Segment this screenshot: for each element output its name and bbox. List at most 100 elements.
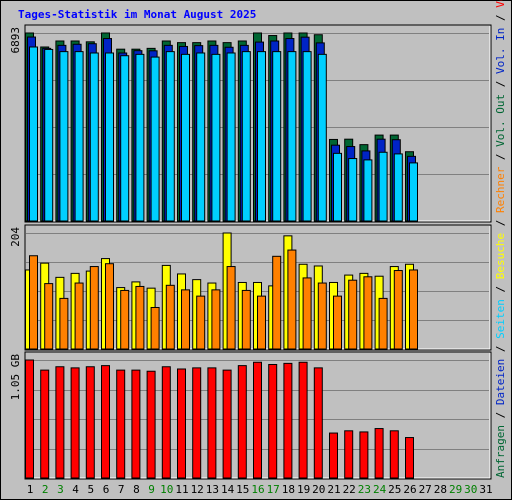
legend-entry: Volumen [494,0,507,8]
bar-rechner [135,285,145,350]
x-tick-label: 21 [327,483,340,496]
x-tick-label: 20 [312,483,325,496]
bar-volumen [344,430,354,479]
bar-rechner [89,266,99,350]
x-tick-label: 9 [148,483,155,496]
x-tick-label: 5 [87,483,94,496]
bar-rechner [302,277,312,350]
bar-rechner [287,249,297,350]
bar-volumen [237,365,247,479]
bar-rechner [150,306,160,350]
x-tick-label: 18 [282,483,295,496]
legend-entry: / [494,8,507,28]
legend-entry: Vol. In [494,28,507,74]
x-tick-label: 11 [175,483,188,496]
bar-seiten [348,158,358,222]
bar-seiten [272,51,282,222]
bar-volumen [283,362,293,479]
bar-seiten [317,53,327,222]
bar-rechner [257,295,266,350]
x-tick-label: 28 [434,483,447,496]
x-tick-label: 27 [419,483,432,496]
legend-entry: Dateien [494,359,507,405]
x-tick-label: 6 [103,483,110,496]
bar-volumen [192,367,202,479]
bar-volumen [313,367,323,479]
bar-seiten [150,56,160,222]
bar-seiten [74,51,84,222]
bar-volumen [101,365,110,479]
bar-rechner [363,276,373,350]
bar-seiten [378,151,388,222]
x-tick-label: 23 [358,483,371,496]
bar-seiten [44,48,54,222]
x-tick-label: 25 [388,483,401,496]
bar-volumen [70,367,80,479]
bar-volumen [329,432,338,479]
bar-seiten [393,153,403,222]
bar-seiten [196,52,206,222]
x-tick-label: 3 [57,483,64,496]
bar-seiten [287,51,297,222]
bar-rechner [165,284,175,350]
bar-volumen [222,369,232,479]
chart-title: Tages-Statistik im Monat August 2025 [18,8,257,21]
y-max-label: 204 [9,227,22,247]
x-tick-label: 8 [133,483,140,496]
bar-seiten [257,51,266,222]
legend-entry: Vol. Out [494,94,507,147]
legend-entry: Besuche [494,233,507,279]
x-tick-label: 29 [449,483,462,496]
y-max-label: 1.05 GB [9,354,22,401]
bar-seiten [181,53,190,222]
bar-seiten [165,51,175,222]
bar-rechner [333,295,342,350]
x-tick-label: 15 [236,483,249,496]
bar-seiten [59,51,69,222]
y-max-label: 6893 [9,27,22,54]
x-tick-label: 7 [118,483,125,496]
x-tick-label: 17 [267,483,280,496]
x-tick-label: 14 [221,483,235,496]
bar-volumen [55,366,65,479]
bar-volumen [389,430,399,479]
bar-seiten [89,52,99,222]
bar-volumen [146,370,156,479]
legend-entry: / [494,339,507,359]
x-tick-label: 30 [464,483,477,496]
bar-rechner [120,289,130,350]
right-legend: Anfragen / Dateien / Seiten / Besuche / … [494,0,507,478]
bar-rechner [409,269,418,350]
x-tick-label: 16 [251,483,264,496]
bar-volumen [253,361,262,479]
bar-volumen [116,369,126,479]
bar-rechner [181,289,190,350]
x-tick-label: 19 [297,483,310,496]
bar-rechner [272,255,282,350]
bar-volumen [298,361,308,479]
bar-seiten [211,53,221,222]
legend-entry: / [494,405,507,425]
bar-rechner [348,279,358,350]
bar-volumen [405,437,414,479]
bar-seiten [29,46,38,222]
bar-volumen [40,369,50,479]
x-tick-label: 24 [373,483,387,496]
bar-rechner [241,289,251,350]
bar-volumen [161,366,171,479]
x-tick-label: 4 [72,483,79,496]
bar-seiten [105,52,114,222]
bar-rechner [211,289,221,350]
bar-volumen [131,369,141,479]
bar-seiten [333,152,342,222]
bar-volumen [359,431,369,479]
bar-volumen [374,428,384,479]
x-tick-label: 1 [27,483,34,496]
bar-rechner [226,266,236,350]
bar-seiten [363,159,373,222]
bar-volumen [85,366,95,479]
x-tick-label: 22 [343,483,356,496]
x-tick-label: 10 [160,483,173,496]
bar-seiten [409,162,418,222]
